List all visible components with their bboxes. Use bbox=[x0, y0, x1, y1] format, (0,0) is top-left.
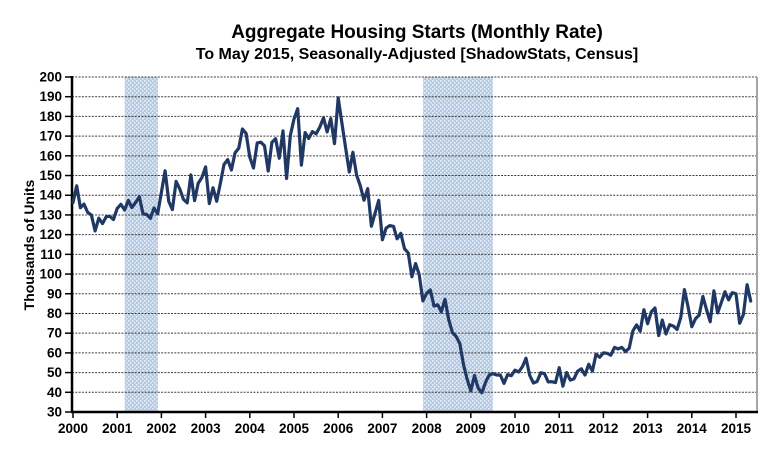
x-axis-tick-label: 2014 bbox=[677, 421, 708, 436]
y-axis-tick-label: 70 bbox=[47, 326, 62, 341]
y-axis-tick-label: 100 bbox=[39, 267, 62, 282]
y-axis-tick-label: 30 bbox=[47, 405, 62, 420]
y-axis-tick-label: 120 bbox=[39, 227, 62, 242]
x-axis-tick-label: 2008 bbox=[412, 421, 443, 436]
y-axis-tick-label: 50 bbox=[47, 365, 62, 380]
housing-starts-line bbox=[71, 96, 753, 395]
y-axis-tick-label: 60 bbox=[47, 345, 62, 360]
y-axis-tick-label: 190 bbox=[39, 89, 62, 104]
y-axis-tick-label: 170 bbox=[39, 129, 62, 144]
x-axis-tick-label: 2007 bbox=[367, 421, 397, 436]
x-axis-tick-label: 2002 bbox=[146, 421, 176, 436]
y-axis-tick-label: 140 bbox=[39, 188, 62, 203]
x-axis-tick-label: 2009 bbox=[456, 421, 486, 436]
y-axis-tick-label: 90 bbox=[47, 286, 62, 301]
chart-title: Aggregate Housing Starts (Monthly Rate) bbox=[231, 22, 603, 43]
y-axis-tick-label: 80 bbox=[47, 306, 62, 321]
y-axis-tick-label: 180 bbox=[39, 109, 62, 124]
x-axis-tick-label: 2001 bbox=[102, 421, 133, 436]
x-axis-tick-label: 2004 bbox=[235, 421, 266, 436]
y-axis-tick-label: 130 bbox=[39, 207, 62, 222]
x-axis-tick-label: 2012 bbox=[588, 421, 618, 436]
x-axis-tick-label: 2010 bbox=[500, 421, 530, 436]
y-axis-tick-label: 160 bbox=[39, 148, 62, 163]
x-axis-tick-label: 2000 bbox=[58, 421, 88, 436]
x-axis-tick-label: 2013 bbox=[633, 421, 664, 436]
y-axis-tick-label: 40 bbox=[47, 385, 62, 400]
chart-subtitle: To May 2015, Seasonally-Adjusted [Shadow… bbox=[195, 46, 639, 63]
recession-band bbox=[124, 77, 158, 412]
x-axis-tick-label: 2006 bbox=[323, 421, 354, 436]
x-axis-tick-label: 2005 bbox=[279, 421, 310, 436]
y-axis-tick-label: 200 bbox=[39, 70, 62, 85]
x-axis-tick-label: 2011 bbox=[545, 421, 575, 436]
y-axis-tick-label: 110 bbox=[40, 247, 62, 262]
recession-band bbox=[423, 77, 493, 412]
y-axis-tick-label: 150 bbox=[39, 168, 62, 183]
x-axis-tick-label: 2015 bbox=[721, 421, 752, 436]
x-axis-tick-label: 2003 bbox=[191, 421, 222, 436]
